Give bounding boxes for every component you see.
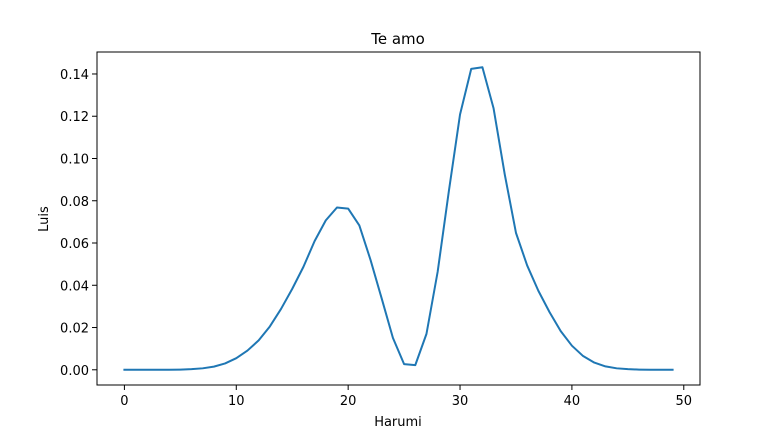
x-tick-label: 0 [120, 394, 128, 409]
y-tick-label: 0.14 [60, 68, 89, 83]
x-axis-label: Harumi [374, 415, 422, 430]
y-tick-label: 0.10 [60, 152, 89, 167]
y-tick-label: 0.02 [60, 322, 89, 337]
y-tick-label: 0.04 [60, 279, 89, 294]
series-line [123, 66, 674, 371]
y-tick-label: 0.12 [60, 110, 89, 125]
x-tick-label: 40 [564, 394, 581, 409]
x-tick-label: 10 [228, 394, 245, 409]
y-tick-label: 0.00 [60, 364, 89, 379]
x-tick-label: 20 [340, 394, 357, 409]
y-tick-label: 0.06 [60, 237, 89, 252]
x-tick-label: 30 [452, 394, 469, 409]
y-tick-label: 0.08 [60, 195, 89, 210]
y-axis-label: Luis [37, 206, 52, 232]
plot-frame [96, 51, 701, 386]
x-tick-label: 50 [676, 394, 693, 409]
chart-title: Te amo [370, 30, 425, 48]
